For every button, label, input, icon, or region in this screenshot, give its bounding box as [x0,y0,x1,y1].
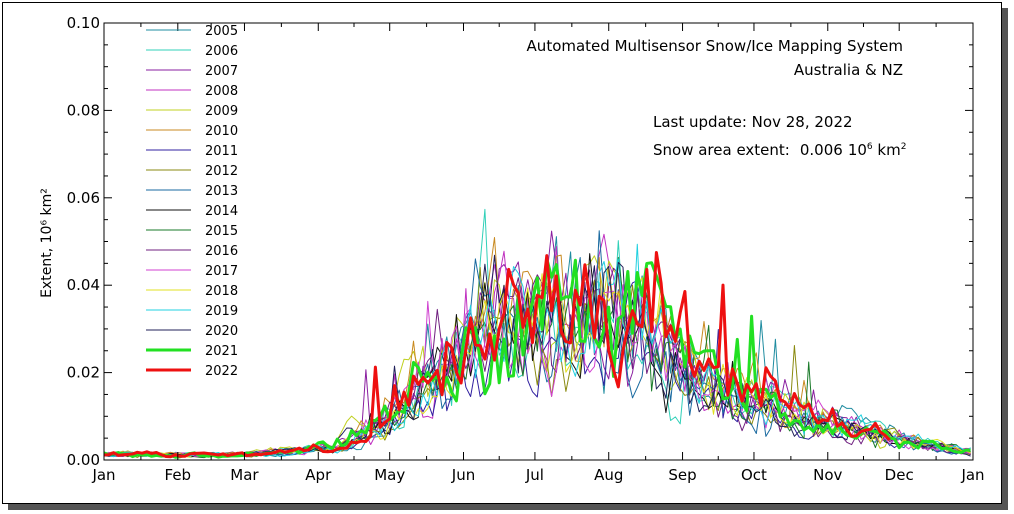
x-tick-label: Mar [230,466,259,484]
x-tick-label: Feb [165,466,192,484]
snow-area-value: 0.006 [800,141,843,159]
x-tick-label: Jul [525,466,544,484]
y-axis-label: Extent, 10⁶ km² [39,188,55,298]
legend-label: 2007 [205,64,238,79]
snow-area-label: Snow area extent: [653,141,790,159]
legend-label: 2020 [205,324,238,339]
x-tick-label: Sep [668,466,696,484]
region-label: Australia & NZ [794,61,903,79]
legend-label: 2022 [205,364,238,379]
legend-label: 2009 [205,104,238,119]
y-tick-label: 0.04 [67,276,100,294]
series-line-2021 [103,257,971,459]
last-update: Last update: Nov 28, 2022 [653,113,853,131]
x-tick-label: Dec [885,466,914,484]
snow-area-unit-km: km [873,141,901,159]
snow-area-extent: Snow area extent: 0.006 106 km2 [653,141,906,159]
legend-label: 2008 [205,84,238,99]
legend-label: 2010 [205,124,238,139]
legend-label: 2015 [205,224,238,239]
x-tick-label: Apr [305,466,332,484]
x-tick-label: Aug [594,466,623,484]
legend-label: 2021 [205,344,238,359]
x-tick-label: Jan [91,466,115,484]
legend-label: 2019 [205,304,238,319]
legend-label: 2017 [205,264,238,279]
legend-label: 2006 [205,44,238,59]
legend-label: 2011 [205,144,238,159]
y-tick-label: 0.02 [67,364,100,382]
y-tick-label: 0.06 [67,189,100,207]
snow-area-unit-exp: 6 [867,142,873,152]
legend-label: 2005 [205,24,238,39]
series-line-2022 [103,251,891,459]
x-tick-label: Jun [451,466,475,484]
x-tick-label: Nov [813,466,842,484]
legend-label: 2018 [205,284,238,299]
x-tick-label: Oct [741,466,767,484]
snow-area-unit-base: 10 [848,141,867,159]
legend-label: 2013 [205,184,238,199]
legend-label: 2012 [205,164,238,179]
legend-label: 2014 [205,204,238,219]
snow-extent-chart: 0.00 0.02 0.04 0.06 0.08 0.10 Jan Feb Mar Apr May J… [39,14,985,484]
y-tick-label: 0.10 [67,14,100,32]
chart-frame: 0.00 0.02 0.04 0.06 0.08 0.10 Jan Feb Mar Apr May J… [2,2,1002,504]
legend-label: 2016 [205,244,238,259]
x-tick-label: May [374,466,405,484]
y-tick-label: 0.00 [67,451,100,469]
x-tick-label: Jan [960,466,984,484]
chart-title: Automated Multisensor Snow/Ice Mapping S… [527,37,903,55]
snow-area-unit-sq: 2 [901,142,907,152]
y-tick-label: 0.08 [67,101,100,119]
